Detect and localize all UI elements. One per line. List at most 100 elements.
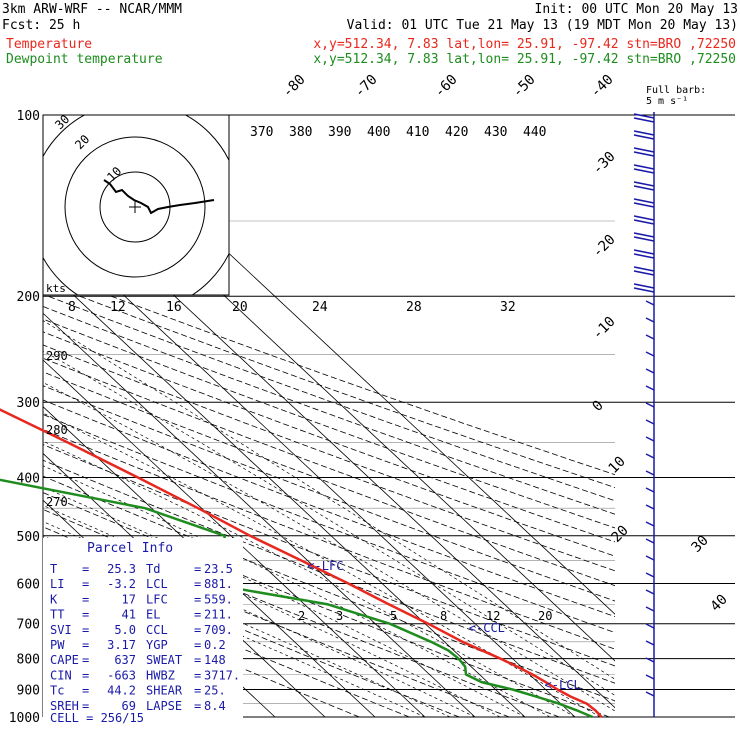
dry-adiabat-line [43, 331, 615, 543]
pressure-label: 300 [17, 396, 40, 411]
isotherm-label: 20 [609, 523, 632, 546]
wind-barb [633, 134, 655, 140]
parcel-key: CAPE [50, 653, 79, 667]
wind-barb [645, 317, 655, 323]
dry-adiabat-line [43, 414, 615, 634]
moist-adiabat-line [43, 412, 601, 717]
pressure-label: 500 [17, 530, 40, 545]
header: 3km ARW-WRF -- NCAR/MMM Init: 00 UTC Mon… [2, 2, 738, 67]
upper-scale-label: 8 [68, 300, 76, 315]
pressure-label: 900 [17, 683, 40, 698]
isotherm-label: 0 [590, 398, 607, 415]
parcel-key: CIN [50, 668, 72, 682]
pressure-label: 1000 [9, 711, 40, 726]
parcel-key-separator: = [194, 684, 201, 698]
parcel-value: 148 [204, 653, 226, 667]
isotherm-label: -70 [352, 72, 381, 101]
dry-adiabat-line [43, 444, 615, 667]
forecast-hour: Fcst: 25 h [2, 18, 80, 33]
parcel-key-separator: = [82, 653, 89, 667]
isotherm-label: -80 [280, 72, 309, 101]
parcel-info-background [43, 538, 243, 718]
upper-scale-label: 16 [166, 300, 182, 315]
wind-barb [633, 151, 655, 157]
pressure-label: 100 [17, 109, 40, 124]
parcel-key: Tc [50, 684, 64, 698]
mixing-ratio-label: 8 [440, 609, 447, 623]
parcel-key: YGP [146, 638, 168, 652]
pressure-label: 200 [17, 290, 40, 305]
parcel-value: 25. [204, 684, 226, 698]
temperature-field-label: Temperature [6, 37, 92, 52]
wind-barb [645, 640, 655, 646]
isotherm-label: -30 [590, 149, 619, 178]
wind-barb [645, 657, 655, 663]
parcel-value: 637 [114, 653, 136, 667]
wind-barb [645, 589, 655, 595]
parcel-key: SREH [50, 699, 79, 713]
parcel-key: SHEAR [146, 684, 183, 698]
wind-barb [633, 266, 655, 272]
parcel-key-separator: = [82, 668, 89, 682]
pressure-label: 400 [17, 471, 40, 486]
wind-barb [633, 168, 655, 174]
isotherm-label: 10 [606, 454, 629, 477]
wind-barb [633, 198, 655, 204]
wind-barb [633, 219, 655, 225]
isotherm-label: -60 [432, 72, 461, 101]
parcel-key-separator: = [82, 638, 89, 652]
upper-scale-label: 28 [406, 300, 422, 315]
dry-adiabat-line [43, 459, 615, 684]
moist-adiabat-line [43, 505, 501, 717]
parcel-key-separator: = [82, 592, 89, 606]
parcel-key: PW [50, 638, 65, 652]
wind-barb [633, 181, 655, 187]
dry-adiabat-line [43, 318, 615, 529]
parcel-key-separator: = [194, 577, 201, 591]
parcel-value: -3.2 [107, 577, 136, 591]
wind-barb [633, 202, 655, 208]
parcel-info-title: Parcel Info [87, 541, 173, 556]
pressure-label: 800 [17, 653, 40, 668]
parcel-key-separator: = [82, 684, 89, 698]
parcel-key: T [50, 562, 57, 576]
valid-time: Valid: 01 UTC Tue 21 May 13 (19 MDT Mon … [347, 18, 738, 33]
parcel-key: EL [146, 608, 160, 622]
parcel-key-separator: = [82, 562, 89, 576]
theta-label: 410 [406, 125, 429, 140]
parcel-value: 3.17 [107, 638, 136, 652]
parcel-key-separator: = [194, 608, 201, 622]
wind-barb [633, 117, 655, 123]
parcel-key-separator: = [194, 638, 201, 652]
parcel-value: 3717. [204, 668, 240, 682]
init-time: Init: 00 UTC Mon 20 May 13 [535, 2, 739, 17]
parcel-value: 23.5 [204, 562, 233, 576]
wind-barb [645, 368, 655, 374]
dry-adiabat-line [43, 428, 615, 650]
parcel-key: LAPSE [146, 699, 182, 713]
pressure-label: 600 [17, 577, 40, 592]
parcel-value: 211. [204, 608, 233, 622]
model-title: 3km ARW-WRF -- NCAR/MMM [2, 2, 182, 17]
dewpoint-field-label: Dewpoint temperature [6, 52, 163, 67]
parcel-value: 881. [204, 577, 233, 591]
theta-label: 440 [523, 125, 546, 140]
isotherm-line [43, 219, 576, 717]
level-annotation: <-CCL [469, 621, 505, 635]
parcel-key-separator: = [82, 577, 89, 591]
wind-barb [633, 287, 655, 293]
wind-barb [633, 249, 655, 255]
hodograph-frame [42, 114, 230, 296]
side-theta-label: 270 [46, 495, 68, 509]
mixing-ratio-label: 3 [336, 609, 343, 623]
dry-adiabat-line [43, 357, 615, 572]
wind-barb [645, 385, 655, 391]
wind-barb [645, 334, 655, 340]
wind-barb [633, 113, 655, 119]
wind-barb [633, 215, 655, 221]
parcel-key: LI [50, 577, 64, 591]
sounding-profiles: <-EL<-LFC<-CCL<-LCL [0, 408, 603, 719]
dry-adiabat-line [43, 293, 615, 502]
